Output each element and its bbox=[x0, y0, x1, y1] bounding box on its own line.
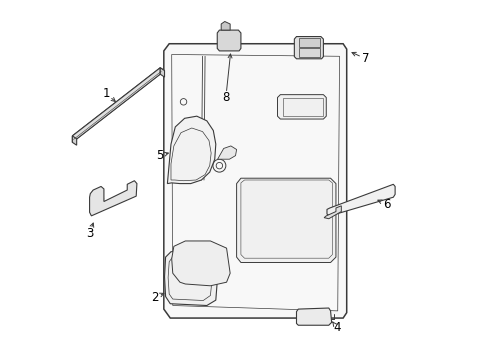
Polygon shape bbox=[171, 241, 230, 286]
Text: 5: 5 bbox=[156, 149, 163, 162]
Text: 7: 7 bbox=[361, 52, 369, 65]
Text: 2: 2 bbox=[151, 291, 158, 304]
Text: 3: 3 bbox=[86, 226, 93, 239]
Polygon shape bbox=[72, 68, 164, 139]
Polygon shape bbox=[221, 22, 230, 30]
Polygon shape bbox=[217, 146, 236, 159]
Text: 4: 4 bbox=[333, 321, 340, 334]
Polygon shape bbox=[217, 30, 241, 51]
Polygon shape bbox=[236, 178, 335, 262]
Text: 6: 6 bbox=[382, 198, 390, 211]
Text: 1: 1 bbox=[102, 87, 110, 100]
Polygon shape bbox=[173, 139, 182, 153]
Polygon shape bbox=[163, 44, 346, 318]
Polygon shape bbox=[164, 250, 217, 306]
Polygon shape bbox=[167, 116, 215, 184]
Ellipse shape bbox=[173, 151, 182, 155]
Polygon shape bbox=[277, 95, 325, 119]
Text: 8: 8 bbox=[222, 91, 229, 104]
Polygon shape bbox=[296, 308, 331, 325]
Polygon shape bbox=[160, 68, 164, 77]
Polygon shape bbox=[294, 37, 323, 59]
Polygon shape bbox=[326, 184, 394, 216]
Polygon shape bbox=[324, 206, 341, 219]
Polygon shape bbox=[89, 181, 137, 216]
Polygon shape bbox=[298, 39, 319, 46]
Polygon shape bbox=[72, 68, 160, 142]
Ellipse shape bbox=[173, 138, 182, 141]
Polygon shape bbox=[72, 136, 77, 145]
Polygon shape bbox=[298, 48, 319, 57]
